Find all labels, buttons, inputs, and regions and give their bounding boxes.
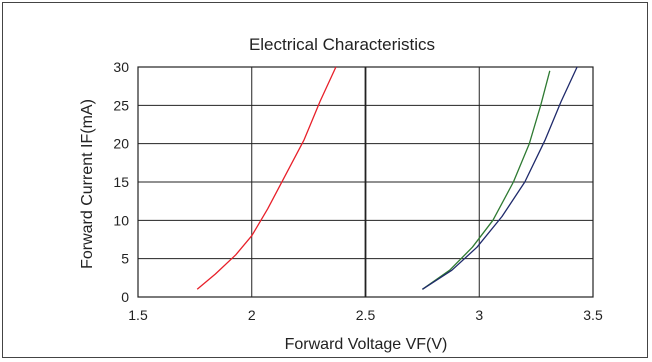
- plot-border: [137, 66, 594, 298]
- series-line-2: [422, 70, 551, 290]
- series-line-3: [422, 66, 578, 290]
- chart-frame: [2, 2, 648, 358]
- y-axis-title: Forward Current IF(mA): [79, 99, 96, 269]
- y-tick-label: 10: [113, 212, 129, 228]
- x-tick-label: 3: [475, 307, 483, 323]
- grid: [138, 67, 593, 297]
- y-tick-label: 25: [113, 97, 129, 113]
- x-tick-label: 2: [248, 307, 256, 323]
- x-tick-label: 1.5: [128, 307, 148, 323]
- y-tick-label: 20: [113, 136, 129, 152]
- series-lines: [196, 66, 578, 290]
- x-axis-ticks: 1.5 2 2.5 3 3.5: [128, 307, 603, 323]
- y-tick-label: 0: [121, 289, 129, 305]
- y-axis-ticks: 0 5 10 15 20 25 30: [113, 59, 129, 305]
- series-line-1: [196, 66, 337, 290]
- x-tick-label: 2.5: [356, 307, 376, 323]
- y-tick-label: 30: [113, 59, 129, 75]
- x-axis-title: Forward Voltage VF(V): [285, 336, 448, 353]
- y-tick-label: 5: [121, 251, 129, 267]
- y-tick-label: 15: [113, 174, 129, 190]
- x-tick-label: 3.5: [583, 307, 603, 323]
- chart-title: Electrical Characteristics: [249, 35, 435, 54]
